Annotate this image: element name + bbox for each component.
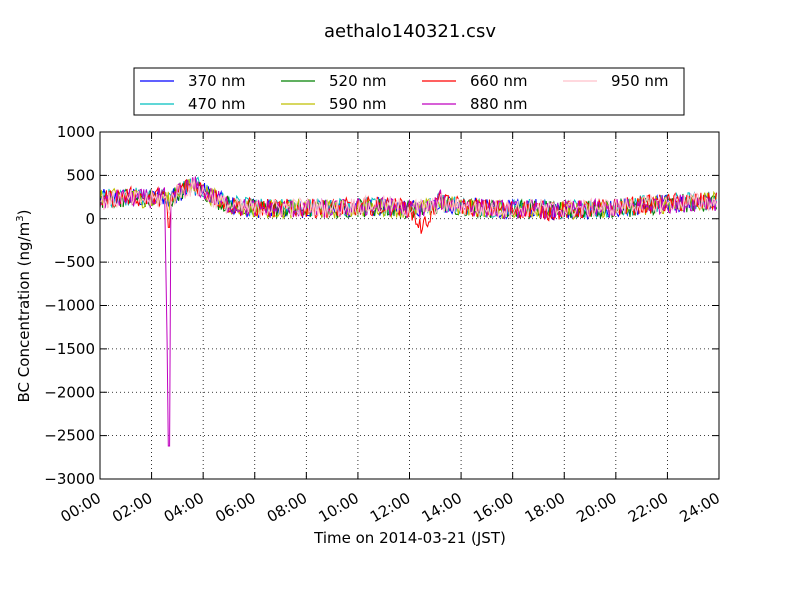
x-tick-label: 02:00 [109, 489, 155, 526]
legend-frame [133, 67, 685, 116]
legend-label: 370 nm [188, 72, 246, 90]
y-axis-label-superscript: 3 [15, 215, 26, 221]
y-tick-label: −3000 [44, 470, 95, 488]
x-tick-label: 14:00 [419, 489, 465, 526]
legend-label: 950 nm [611, 72, 669, 90]
y-tick-label: −500 [54, 253, 95, 271]
x-tick-label: 08:00 [264, 489, 310, 526]
x-tick-label: 16:00 [470, 489, 516, 526]
x-tick-label: 18:00 [522, 489, 568, 526]
x-axis-label: Time on 2014-03-21 (JST) [313, 529, 506, 547]
y-tick-label: −1000 [44, 297, 95, 315]
series-layer [99, 176, 717, 447]
legend-label: 880 nm [470, 95, 528, 113]
x-tick-label: 04:00 [161, 489, 207, 526]
x-tick-label: 22:00 [625, 489, 671, 526]
y-tick-label: 500 [66, 166, 95, 184]
y-axis-label: BC Concentration (ng/m3) [15, 210, 33, 403]
legend-label: 660 nm [470, 72, 528, 90]
legend-label: 590 nm [329, 95, 387, 113]
series-line [99, 178, 717, 219]
x-tick-label: 20:00 [573, 489, 619, 526]
y-tick-label: −1500 [44, 340, 95, 358]
y-tick-label: 1000 [57, 123, 95, 141]
y-tick-label: −2000 [44, 383, 95, 401]
y-axis-label-main: BC Concentration (ng/m [15, 222, 33, 403]
x-tick-label: 12:00 [367, 489, 413, 526]
x-tick-label: 24:00 [677, 489, 723, 526]
y-tick-label: 0 [85, 210, 95, 228]
legend: 370 nm 470 nm 520 nm 590 nm 660 nm 880 nm 950 … [133, 67, 685, 116]
chart-title: aethalo140321.csv [324, 21, 496, 42]
axis-ticks: 1000 500 0 −500 −1000 −1500 −2000 −2500 −300000:… [44, 123, 723, 526]
legend-label: 470 nm [188, 95, 246, 113]
y-axis-label-close: ) [15, 210, 33, 216]
x-tick-label: 00:00 [58, 489, 104, 526]
x-tick-label: 10:00 [315, 489, 361, 526]
x-tick-label: 06:00 [212, 489, 258, 526]
legend-label: 520 nm [329, 72, 387, 90]
y-tick-label: −2500 [44, 427, 95, 445]
